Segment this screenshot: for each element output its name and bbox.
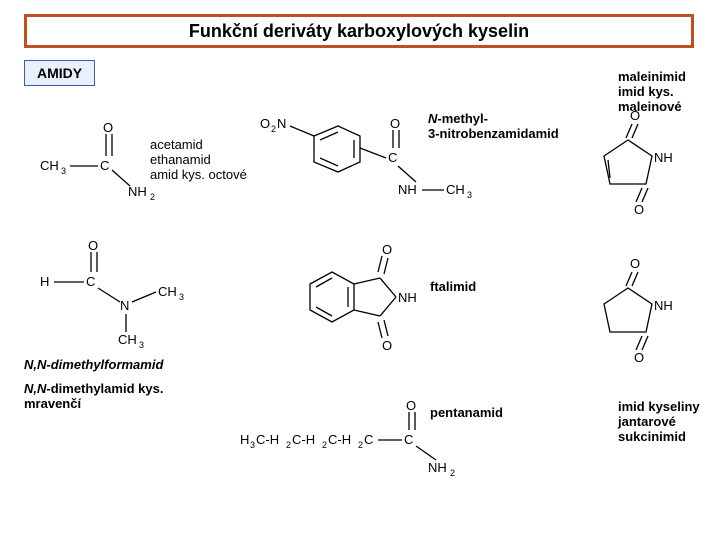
label-ftalimid: ftalimid bbox=[430, 280, 476, 295]
svg-text:2: 2 bbox=[150, 192, 155, 202]
svg-text:3: 3 bbox=[179, 292, 184, 302]
nitroba-n: N bbox=[428, 111, 437, 126]
svg-text:O: O bbox=[634, 202, 644, 217]
svg-text:O: O bbox=[630, 256, 640, 271]
svg-text:NH: NH bbox=[398, 290, 417, 305]
svg-text:O: O bbox=[390, 116, 400, 131]
struct-dmf: H C O N CH3 CH3 bbox=[40, 240, 190, 345]
svg-text:C-H: C-H bbox=[292, 432, 315, 447]
label-acetamid: acetamid ethanamid amid kys. octové bbox=[150, 138, 247, 183]
struct-sukcinimid: O NH O bbox=[590, 258, 680, 373]
svg-text:O: O bbox=[88, 238, 98, 253]
svg-text:NH: NH bbox=[654, 298, 673, 313]
svg-text:C: C bbox=[404, 432, 413, 447]
svg-text:2: 2 bbox=[358, 440, 363, 450]
svg-text:O: O bbox=[634, 350, 644, 365]
label-nitrobenzamid: N-methyl- 3-nitrobenzamidamid bbox=[428, 112, 559, 142]
page-title: Funkční deriváty karboxylových kyselin bbox=[189, 21, 529, 42]
struct-ftalimid: NH O O bbox=[290, 240, 440, 365]
svg-text:O: O bbox=[382, 242, 392, 257]
svg-text:N: N bbox=[120, 298, 129, 313]
svg-text:C: C bbox=[86, 274, 95, 289]
svg-text:CH: CH bbox=[446, 182, 465, 197]
svg-text:2: 2 bbox=[322, 440, 327, 450]
label-dmf-1: N,N-dimethylformamid bbox=[24, 358, 163, 373]
svg-text:3: 3 bbox=[61, 166, 66, 176]
svg-text:NH: NH bbox=[654, 150, 673, 165]
section-badge: AMIDY bbox=[24, 60, 95, 86]
svg-text:O: O bbox=[103, 120, 113, 135]
svg-text:O: O bbox=[260, 116, 270, 131]
svg-text:2: 2 bbox=[286, 440, 291, 450]
svg-text:O: O bbox=[406, 398, 416, 413]
svg-text:C: C bbox=[364, 432, 373, 447]
svg-text:C: C bbox=[388, 150, 397, 165]
title-box: Funkční deriváty karboxylových kyselin bbox=[24, 14, 694, 48]
svg-text:CH: CH bbox=[40, 158, 59, 173]
label-maleinimid: maleinimid imid kys. maleinové bbox=[618, 70, 686, 115]
svg-text:C-H: C-H bbox=[328, 432, 351, 447]
svg-text:CH: CH bbox=[158, 284, 177, 299]
svg-text:N: N bbox=[277, 116, 286, 131]
svg-text:O: O bbox=[382, 338, 392, 353]
struct-maleinimid: O NH O bbox=[590, 110, 680, 225]
svg-text:NH: NH bbox=[128, 184, 147, 199]
struct-acetamid: CH3 C O NH2 bbox=[40, 120, 160, 205]
svg-text:H: H bbox=[40, 274, 49, 289]
svg-text:C-H: C-H bbox=[256, 432, 279, 447]
nitroba-rest: -methyl- 3-nitrobenzamidamid bbox=[428, 111, 559, 141]
svg-text:CH: CH bbox=[118, 332, 137, 347]
svg-text:C: C bbox=[100, 158, 109, 173]
svg-text:NH: NH bbox=[428, 460, 447, 475]
svg-text:3: 3 bbox=[467, 190, 472, 200]
svg-text:3: 3 bbox=[139, 340, 144, 350]
svg-text:H: H bbox=[240, 432, 249, 447]
label-pentanamid: pentanamid bbox=[430, 406, 503, 421]
svg-text:NH: NH bbox=[398, 182, 417, 197]
svg-text:2: 2 bbox=[450, 468, 455, 478]
svg-text:2: 2 bbox=[271, 124, 276, 134]
dmf-caption-text: N,N-dimethylformamid bbox=[24, 357, 163, 372]
dmf-nn: N,N bbox=[24, 381, 46, 396]
label-sukcinimid: imid kyseliny jantarové sukcinimid bbox=[618, 400, 700, 445]
label-dmf-2: N,N-dimethylamid kys. mravenčí bbox=[24, 382, 163, 412]
svg-text:3: 3 bbox=[250, 440, 255, 450]
